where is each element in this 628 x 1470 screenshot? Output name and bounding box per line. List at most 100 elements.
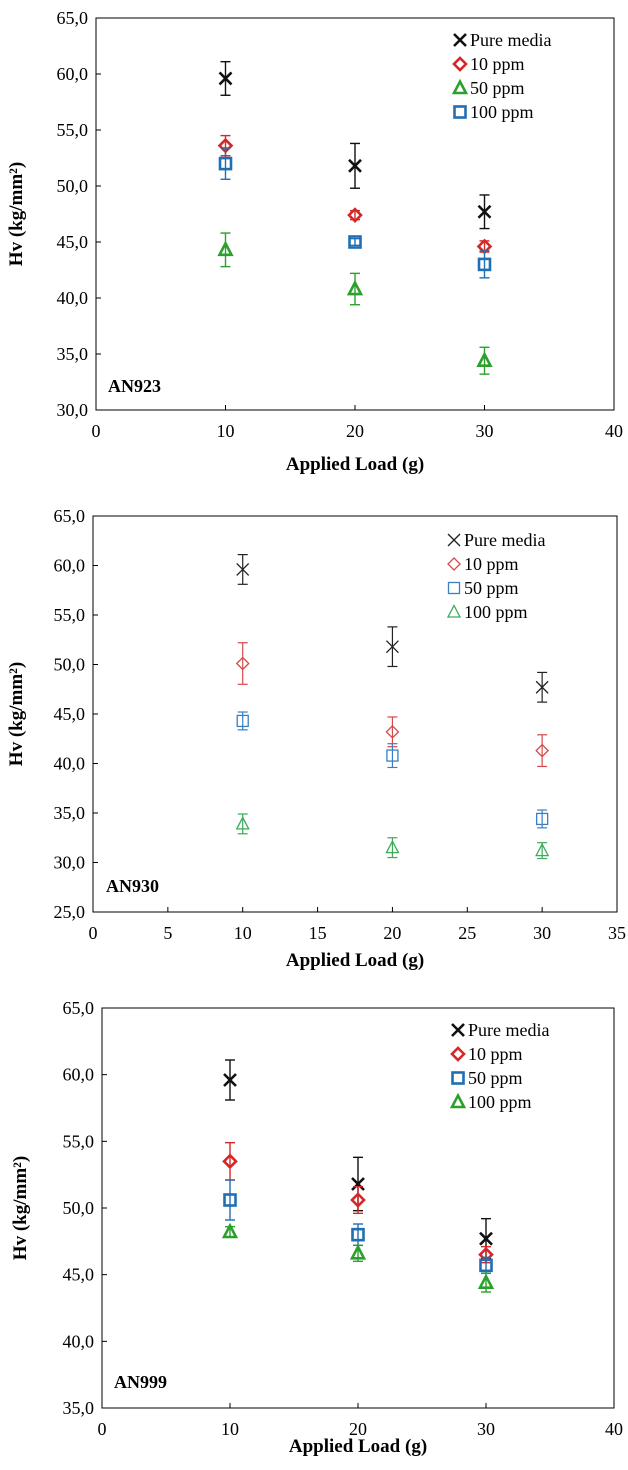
legend-marker	[447, 581, 461, 595]
x-tick-label: 40	[605, 1419, 623, 1439]
data-point	[535, 842, 550, 857]
x-tick-label: 20	[346, 421, 364, 441]
legend-label: 100 ppm	[470, 102, 534, 122]
y-tick-label: 60,0	[57, 64, 89, 84]
x-tick-label: 30	[477, 1419, 495, 1439]
data-point	[351, 1227, 365, 1242]
legend-label: Pure media	[464, 530, 545, 550]
y-tick-label: 50,0	[63, 1198, 95, 1218]
y-tick-label: 50,0	[57, 176, 89, 196]
sample-label: AN930	[106, 876, 159, 896]
x-tick-label: 5	[163, 923, 172, 943]
data-point	[350, 1192, 366, 1208]
chart-an999: 35,0 40,0 45,0 50,0 55,0 60,0 65,0 0 10 20 30 40 App…	[0, 988, 628, 1470]
series-pure-media	[236, 554, 549, 703]
y-axis-label: Hv (kg/mm²)	[6, 162, 27, 266]
x-tick-label: 30	[533, 923, 551, 943]
legend: Pure media 10 ppm 50 ppm 100 ppm	[451, 30, 551, 122]
data-point	[477, 1273, 495, 1289]
legend-marker	[453, 105, 467, 119]
legend-marker	[451, 1023, 465, 1037]
data-point	[351, 1177, 365, 1191]
series-50-ppm	[236, 711, 549, 829]
data-point	[385, 640, 399, 654]
series-100-ppm	[235, 813, 550, 860]
legend-label: 50 ppm	[464, 578, 519, 598]
y-tick-label: 55,0	[63, 1131, 95, 1151]
data-point	[477, 257, 492, 272]
data-point	[223, 1193, 237, 1207]
y-tick-label: 60,0	[54, 556, 86, 576]
series-10-ppm	[235, 642, 550, 768]
data-point	[347, 207, 363, 223]
chart-an930: 25,0 30,0 35,0 40,0 45,0 50,0 55,0 60,0 65,0 0 5 10…	[0, 496, 628, 978]
x-tick-label: 20	[349, 1419, 367, 1439]
series-pure-media	[218, 60, 492, 230]
sample-label: AN999	[114, 1372, 167, 1392]
x-tick-label: 0	[89, 923, 98, 943]
data-point	[348, 158, 362, 173]
y-tick-label: 55,0	[54, 605, 86, 625]
series-100-ppm	[221, 1222, 495, 1293]
x-tick-label: 10	[234, 923, 252, 943]
x-tick-label: 15	[309, 923, 327, 943]
data-point	[477, 204, 492, 219]
data-point	[222, 1153, 238, 1170]
x-tick-label: 0	[98, 1419, 107, 1439]
legend: Pure media 10 ppm 50 ppm 100 ppm	[449, 1020, 549, 1112]
chart-an923-svg: 30,0 35,0 40,0 45,0 50,0 55,0 60,0 65,0 0 10 20 30 4…	[6, 8, 623, 475]
data-point	[385, 724, 400, 739]
legend-label: Pure media	[470, 30, 551, 50]
data-point	[385, 839, 400, 854]
legend-label: 10 ppm	[464, 554, 519, 574]
y-tick-label: 50,0	[54, 655, 86, 675]
legend-marker	[451, 1071, 465, 1085]
x-tick-label: 35	[608, 923, 626, 943]
series-100-ppm	[218, 147, 492, 279]
y-tick-label: 45,0	[54, 704, 86, 724]
data-point	[221, 1222, 239, 1239]
data-point	[535, 680, 549, 694]
y-tick-label: 30,0	[57, 400, 89, 420]
data-point	[236, 714, 249, 728]
legend-marker	[447, 557, 461, 571]
data-point	[223, 1073, 237, 1087]
series-50-ppm	[217, 232, 493, 375]
data-point	[479, 1231, 493, 1246]
data-point	[235, 815, 250, 830]
y-tick-label: 60,0	[63, 1065, 95, 1085]
x-axis-label: Applied Load (g)	[286, 950, 424, 971]
y-tick-label: 35,0	[63, 1398, 95, 1418]
legend-marker	[452, 56, 468, 72]
data-point	[218, 156, 233, 171]
legend-marker	[450, 1046, 466, 1062]
legend-marker	[453, 33, 467, 47]
data-point	[479, 1258, 493, 1273]
chart-an999-svg: 35,0 40,0 45,0 50,0 55,0 60,0 65,0 0 10 20 30 40 App…	[10, 998, 623, 1457]
data-point	[535, 743, 550, 758]
y-tick-label: 40,0	[63, 1331, 95, 1351]
y-tick-label: 25,0	[54, 902, 86, 922]
y-tick-label: 65,0	[63, 998, 95, 1018]
series-50-ppm	[223, 1179, 493, 1275]
sample-label: AN923	[108, 376, 161, 396]
x-tick-label: 10	[221, 1419, 239, 1439]
data-point	[348, 235, 362, 249]
y-tick-label: 40,0	[54, 754, 86, 774]
legend-marker	[446, 604, 462, 618]
x-tick-label: 20	[383, 923, 401, 943]
data-point	[346, 279, 364, 296]
legend-label: 50 ppm	[468, 1068, 523, 1088]
data-point	[218, 71, 233, 86]
chart-an923: 30,0 35,0 40,0 45,0 50,0 55,0 60,0 65,0 0 10 20 30 4…	[0, 0, 628, 486]
y-tick-label: 40,0	[57, 288, 89, 308]
x-tick-label: 25	[458, 923, 476, 943]
y-tick-label: 45,0	[63, 1265, 95, 1285]
data-point	[535, 812, 549, 826]
chart-an930-svg: 25,0 30,0 35,0 40,0 45,0 50,0 55,0 60,0 65,0 0 5 10…	[6, 506, 626, 971]
legend-label: 100 ppm	[468, 1092, 532, 1112]
y-tick-label: 65,0	[54, 506, 86, 526]
y-axis-label: Hv (kg/mm²)	[10, 1156, 31, 1260]
x-tick-label: 40	[605, 421, 623, 441]
legend-marker	[449, 1092, 467, 1109]
